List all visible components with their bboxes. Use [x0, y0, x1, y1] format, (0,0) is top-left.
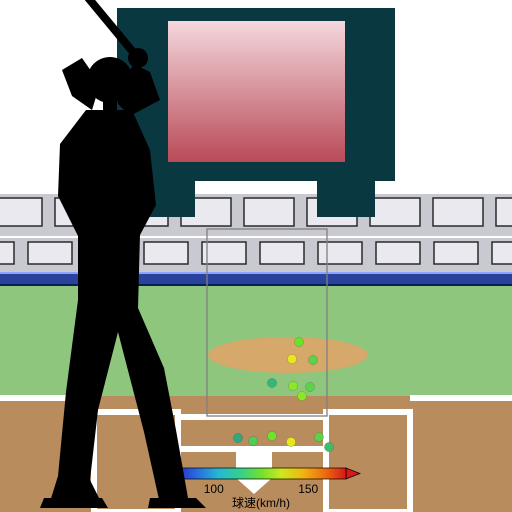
pitch-marker	[267, 431, 276, 440]
outfield-wall	[0, 272, 512, 286]
pitch-marker	[248, 436, 257, 445]
pitch-marker	[314, 432, 323, 441]
colorbar-label: 球速(km/h)	[232, 496, 290, 510]
pitch-marker	[287, 354, 296, 363]
pitch-marker	[267, 378, 276, 387]
pitch-marker	[305, 382, 314, 391]
pitch-marker	[286, 437, 295, 446]
pitch-marker	[308, 355, 317, 364]
pitch-marker	[294, 337, 303, 346]
colorbar-tick: 150	[298, 482, 318, 496]
pitch-marker	[233, 433, 242, 442]
pitch-marker	[324, 442, 333, 451]
pitch-location-chart: 100 150 球速(km/h)	[0, 0, 512, 512]
colorbar-tick: 100	[204, 482, 224, 496]
pitch-marker	[288, 381, 297, 390]
pitch-marker	[297, 391, 306, 400]
